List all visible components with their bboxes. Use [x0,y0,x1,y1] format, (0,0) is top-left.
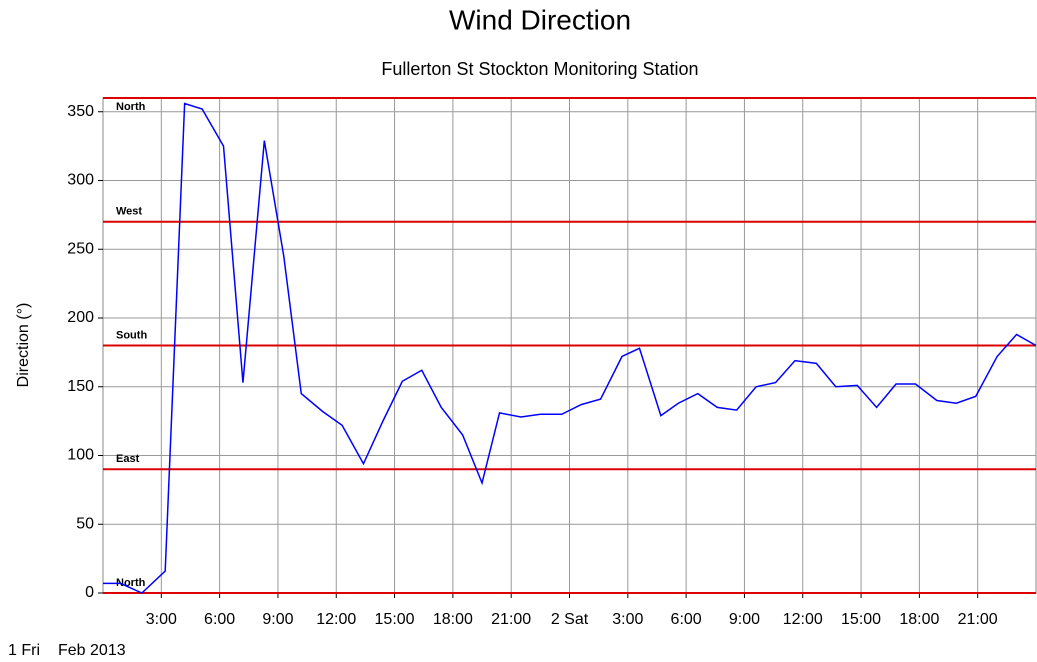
x-tick-label: 18:00 [899,611,939,628]
x-period-label: Feb 2013 [58,642,126,659]
y-axis-label: Direction (°) [15,303,32,388]
x-tick-label: 12:00 [783,611,823,628]
y-tick-label: 150 [67,378,94,395]
x-tick-label: 3:00 [146,611,177,628]
x-tick-label: 6:00 [204,611,235,628]
x-tick-label: 12:00 [316,611,356,628]
x-tick-label: 15:00 [375,611,415,628]
y-tick-label: 350 [67,103,94,120]
y-tick-label: 100 [67,447,94,464]
x-tick-label: 18:00 [433,611,473,628]
reference-label: East [116,453,140,465]
y-tick-label: 200 [67,309,94,326]
y-tick-label: 250 [67,240,94,257]
x-tick-label: 21:00 [491,611,531,628]
y-tick-label: 0 [85,584,94,601]
reference-label: West [116,206,142,218]
x-start-label: 1 Fri [8,642,40,659]
reference-label: South [116,329,147,341]
x-tick-label: 3:00 [612,611,643,628]
y-tick-label: 50 [76,515,94,532]
x-tick-label: 2 Sat [551,611,589,628]
reference-label: North [116,577,146,589]
x-tick-label: 15:00 [841,611,881,628]
x-tick-label: 9:00 [262,611,293,628]
x-tick-label: 21:00 [958,611,998,628]
x-tick-label: 9:00 [729,611,760,628]
chart-subtitle: Fullerton St Stockton Monitoring Station [381,59,698,79]
x-tick-label: 6:00 [671,611,702,628]
reference-label: North [116,101,146,113]
y-tick-label: 300 [67,172,94,189]
data-line [103,102,1037,594]
chart-title: Wind Direction [449,4,631,35]
